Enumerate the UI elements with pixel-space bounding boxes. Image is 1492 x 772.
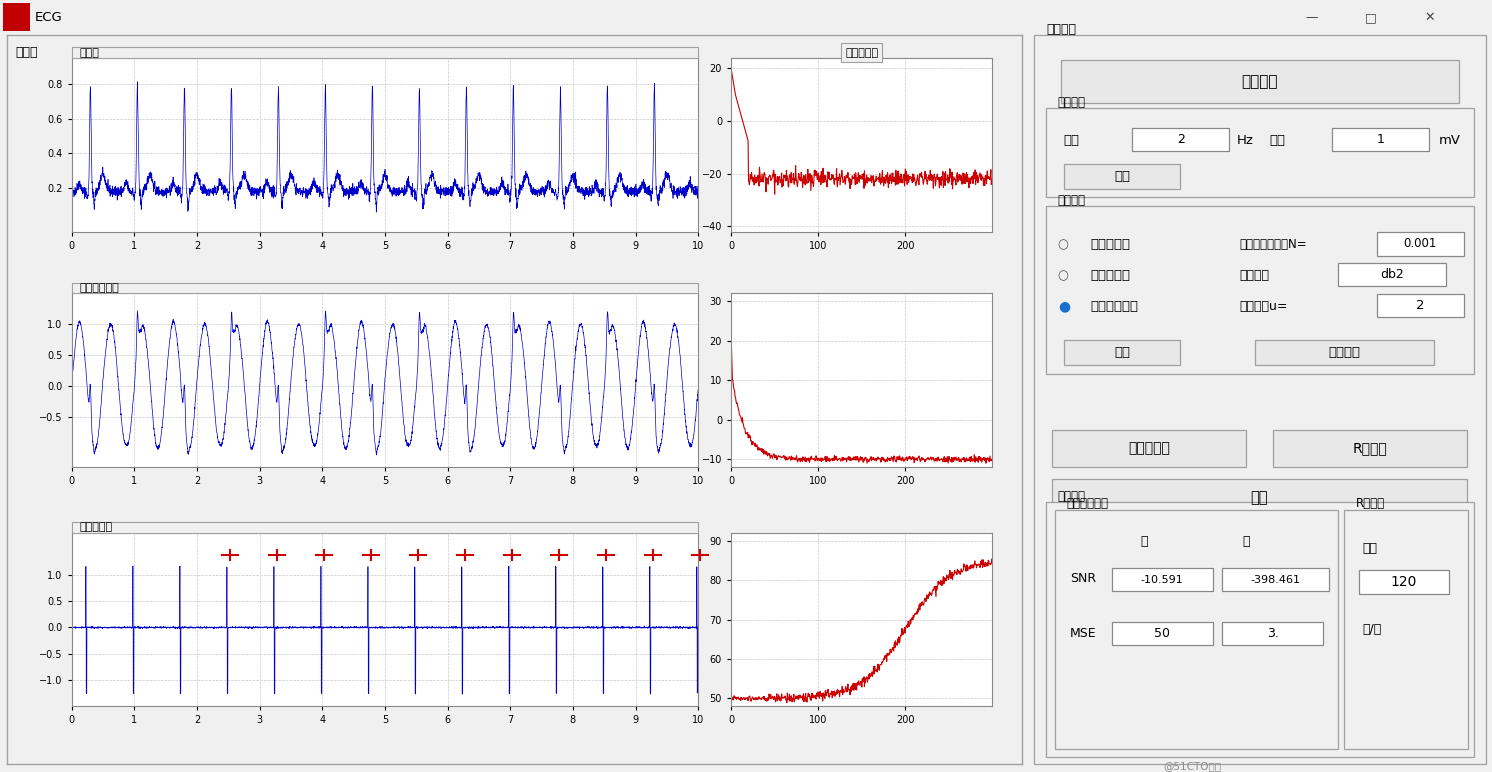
Text: Hz: Hz	[1237, 134, 1253, 147]
Text: 幅值: 幅值	[1270, 134, 1286, 147]
Text: 3.: 3.	[1267, 628, 1279, 640]
Text: 小波滤波器: 小波滤波器	[1091, 269, 1131, 282]
FancyBboxPatch shape	[72, 48, 698, 58]
Text: 平滑滤波器窗口N=: 平滑滤波器窗口N=	[1240, 239, 1307, 251]
Text: 50: 50	[1155, 628, 1170, 640]
Text: mV: mV	[1438, 134, 1461, 147]
Text: 确定: 确定	[1115, 171, 1129, 183]
Text: 去噪效果评价: 去噪效果评价	[1067, 497, 1109, 510]
Text: —: —	[1306, 11, 1317, 24]
Text: ●: ●	[1058, 300, 1070, 313]
Bar	[3, 3, 30, 31]
Text: 原信号: 原信号	[79, 48, 98, 58]
Text: 步长因子u=: 步长因子u=	[1240, 300, 1289, 313]
Text: 平滑滤波器: 平滑滤波器	[1091, 239, 1131, 251]
Text: ○: ○	[1058, 269, 1068, 282]
Text: 次/分: 次/分	[1362, 623, 1382, 635]
Text: 清除: 清除	[1250, 489, 1268, 505]
Text: 添加噪声: 添加噪声	[1058, 96, 1086, 109]
Text: db2: db2	[1380, 269, 1404, 281]
Text: □: □	[1365, 11, 1377, 24]
Text: R波检测: R波检测	[1352, 442, 1388, 455]
Text: 频率: 频率	[1064, 134, 1080, 147]
Text: -398.461: -398.461	[1250, 575, 1301, 584]
FancyBboxPatch shape	[72, 522, 698, 533]
Text: 确定: 确定	[1115, 347, 1129, 359]
Text: -10.591: -10.591	[1141, 575, 1183, 584]
Text: 功率谱分析: 功率谱分析	[1128, 442, 1170, 455]
Text: SNR: SNR	[1070, 573, 1097, 585]
Text: MSE: MSE	[1070, 627, 1097, 639]
Text: 打开文件: 打开文件	[1241, 74, 1279, 89]
Text: ○: ○	[1058, 239, 1068, 251]
Text: R波分析: R波分析	[1356, 497, 1386, 510]
Text: 信号去噪: 信号去噪	[1058, 194, 1086, 207]
Text: 心率: 心率	[1362, 542, 1377, 554]
Text: 自适应滤波器: 自适应滤波器	[1091, 300, 1138, 313]
Text: 控制面板: 控制面板	[1046, 22, 1076, 36]
Text: 绘图区: 绘图区	[15, 46, 39, 59]
Text: 加噪声后信号: 加噪声后信号	[79, 283, 119, 293]
Text: 前: 前	[1140, 536, 1149, 548]
Text: ✕: ✕	[1425, 11, 1435, 24]
Text: 120: 120	[1391, 575, 1417, 589]
Text: 后: 后	[1241, 536, 1250, 548]
Text: 0.001: 0.001	[1404, 238, 1437, 250]
Text: ECG: ECG	[34, 11, 63, 24]
Text: 2: 2	[1416, 300, 1425, 312]
Text: 效果评价: 效果评价	[1328, 347, 1361, 359]
Text: @51CTO博客: @51CTO博客	[1164, 761, 1222, 770]
Text: 处理后信号: 处理后信号	[79, 523, 112, 533]
Text: 2: 2	[1177, 134, 1185, 146]
Text: 选择小波: 选择小波	[1240, 269, 1270, 282]
Text: 1: 1	[1377, 134, 1385, 146]
Text: 参数特征: 参数特征	[1058, 489, 1086, 503]
FancyBboxPatch shape	[72, 283, 698, 293]
Text: 功率谱图像: 功率谱图像	[844, 48, 879, 58]
